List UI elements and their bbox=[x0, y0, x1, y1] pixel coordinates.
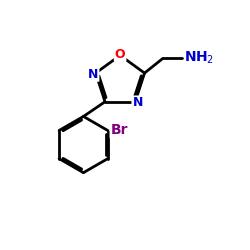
Text: N: N bbox=[88, 68, 99, 81]
Text: N: N bbox=[132, 96, 143, 110]
Text: O: O bbox=[115, 48, 126, 60]
Text: Br: Br bbox=[111, 124, 128, 138]
Text: NH$_2$: NH$_2$ bbox=[184, 50, 214, 66]
